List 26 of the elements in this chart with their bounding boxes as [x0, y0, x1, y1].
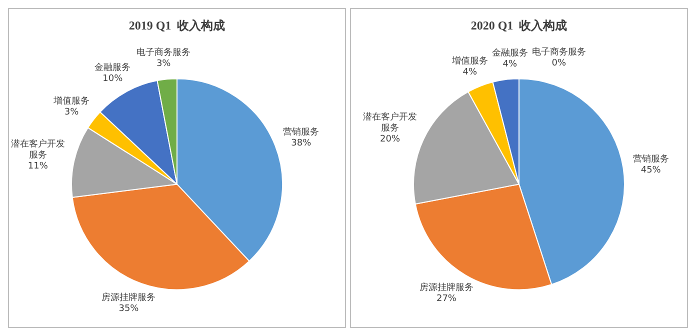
data-label: 4%	[502, 60, 518, 70]
slice-label: 潜在客户开发服务	[10, 138, 65, 161]
data-label: 27%	[436, 294, 457, 304]
data-label: 3%	[156, 59, 172, 70]
slice-label: 营销服务	[283, 126, 320, 138]
slice-label: 金融服务	[94, 62, 131, 74]
slice-label: 房源挂牌服务	[102, 292, 156, 304]
slice-label: 营销服务	[632, 153, 669, 164]
slice-label: 增值服务	[450, 55, 488, 66]
data-label: 11%	[28, 162, 48, 172]
data-label: 3%	[64, 108, 80, 118]
slice-label: 增值服务	[52, 96, 90, 107]
chart-title: 2020 Q1 收入构成	[470, 18, 568, 32]
data-label: 35%	[118, 304, 140, 314]
data-label: 20%	[380, 134, 401, 144]
slice-label: 电子商务服务	[136, 47, 191, 58]
data-label: 45%	[640, 165, 662, 176]
category-label: 电子商务服务	[532, 48, 586, 58]
slice-label: 潜在客户开发服务	[363, 111, 418, 134]
slice-label: 金融服务	[492, 48, 528, 59]
data-label: 10%	[102, 74, 124, 84]
data-label: 38%	[291, 138, 312, 148]
data-label: 4%	[462, 67, 478, 78]
slice-label: 房源挂牌服务	[419, 282, 474, 293]
text: 0%	[552, 58, 566, 69]
chart-title: 2019 Q1 收入构成	[128, 18, 226, 32]
